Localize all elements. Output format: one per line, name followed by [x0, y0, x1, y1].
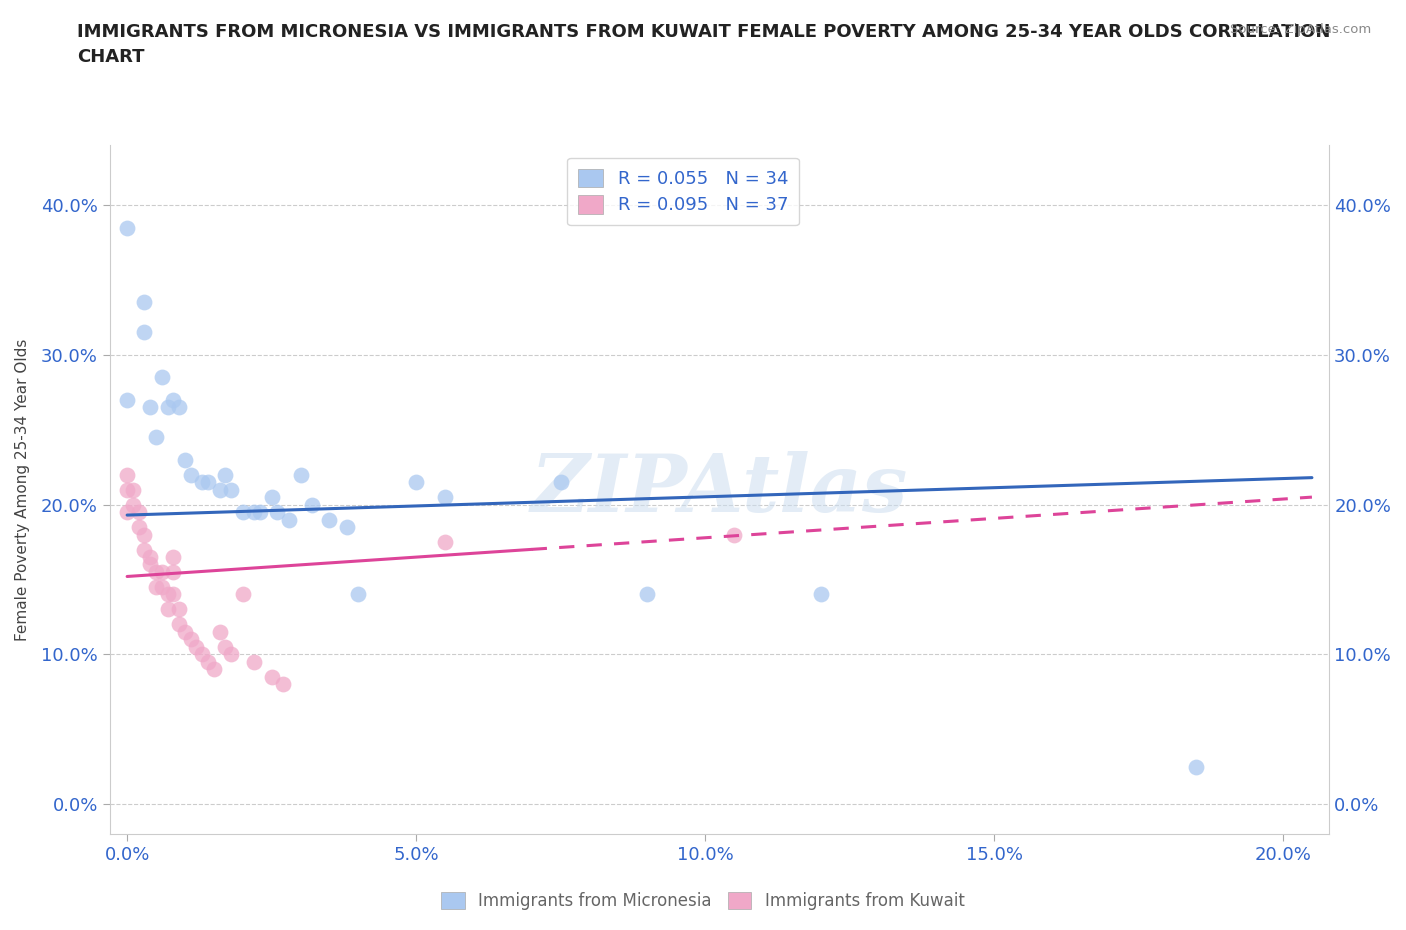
Point: [134, 542, 156, 557]
Point: [134, 325, 156, 339]
Point: [167, 617, 190, 631]
Point: [214, 467, 236, 482]
Point: [810, 587, 832, 602]
Point: [162, 550, 184, 565]
Point: [139, 550, 162, 565]
Point: [122, 482, 145, 497]
Point: [636, 587, 658, 602]
Point: [197, 655, 219, 670]
Point: [139, 557, 162, 572]
Point: [191, 647, 214, 662]
Point: [156, 587, 179, 602]
Point: [208, 482, 231, 497]
Point: [150, 370, 173, 385]
Point: [1185, 759, 1208, 774]
Point: [260, 670, 283, 684]
Point: [336, 520, 359, 535]
Point: [180, 467, 202, 482]
Point: [150, 579, 173, 594]
Point: [115, 220, 138, 235]
Point: [214, 640, 236, 655]
Point: [150, 565, 173, 579]
Point: [139, 400, 162, 415]
Point: [145, 579, 167, 594]
Point: [186, 640, 208, 655]
Legend: R = 0.055   N = 34, R = 0.095   N = 37: R = 0.055 N = 34, R = 0.095 N = 37: [567, 158, 799, 225]
Point: [167, 400, 190, 415]
Point: [278, 512, 301, 527]
Point: [290, 467, 312, 482]
Point: [145, 430, 167, 445]
Point: [180, 631, 202, 646]
Point: [174, 452, 197, 467]
Text: IMMIGRANTS FROM MICRONESIA VS IMMIGRANTS FROM KUWAIT FEMALE POVERTY AMONG 25-34 : IMMIGRANTS FROM MICRONESIA VS IMMIGRANTS…: [77, 23, 1330, 66]
Point: [145, 565, 167, 579]
Point: [232, 505, 254, 520]
Point: [162, 587, 184, 602]
Point: [156, 400, 179, 415]
Point: [128, 505, 150, 520]
Point: [434, 490, 457, 505]
Point: [232, 587, 254, 602]
Point: [271, 677, 294, 692]
Point: [115, 482, 138, 497]
Point: [208, 624, 231, 639]
Point: [202, 662, 225, 677]
Point: [219, 482, 242, 497]
Point: [550, 474, 572, 489]
Y-axis label: Female Poverty Among 25-34 Year Olds: Female Poverty Among 25-34 Year Olds: [15, 339, 30, 641]
Point: [249, 505, 271, 520]
Point: [162, 565, 184, 579]
Point: [219, 647, 242, 662]
Text: ZIPAtlas: ZIPAtlas: [531, 451, 908, 528]
Point: [243, 505, 266, 520]
Text: Source: ZipAtlas.com: Source: ZipAtlas.com: [1230, 23, 1371, 36]
Point: [301, 498, 323, 512]
Point: [434, 535, 457, 550]
Point: [347, 587, 370, 602]
Legend: Immigrants from Micronesia, Immigrants from Kuwait: Immigrants from Micronesia, Immigrants f…: [434, 885, 972, 917]
Point: [243, 655, 266, 670]
Point: [122, 498, 145, 512]
Point: [318, 512, 340, 527]
Point: [191, 474, 214, 489]
Point: [197, 474, 219, 489]
Point: [128, 520, 150, 535]
Point: [134, 295, 156, 310]
Point: [115, 467, 138, 482]
Point: [260, 490, 283, 505]
Point: [167, 602, 190, 617]
Point: [115, 505, 138, 520]
Point: [134, 527, 156, 542]
Point: [266, 505, 288, 520]
Point: [115, 392, 138, 407]
Point: [723, 527, 745, 542]
Point: [174, 624, 197, 639]
Point: [156, 602, 179, 617]
Point: [405, 474, 427, 489]
Point: [162, 392, 184, 407]
